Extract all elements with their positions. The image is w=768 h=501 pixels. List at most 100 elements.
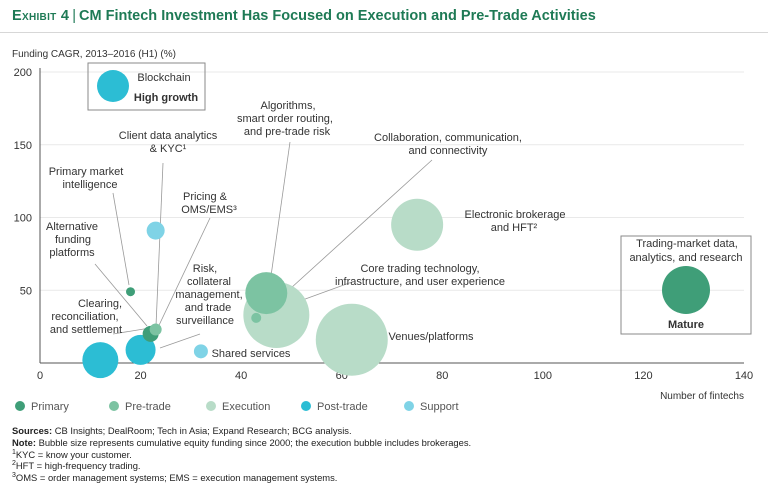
exhibit-title: Exhibit 4 | CM Fintech Investment Has Focu… — [12, 8, 596, 24]
x-tick-label-80: 80 — [436, 370, 448, 382]
annotation-1-line-1: Clearing, — [78, 298, 122, 310]
annotation-12: Electronic brokerage and HFT² — [465, 209, 566, 234]
annotation-12-line-2: and HFT² — [491, 222, 538, 234]
x-tick-label-140: 140 — [735, 370, 753, 382]
bubble-7 — [193, 344, 208, 359]
footnote-1-text: KYC = know your customer. — [15, 448, 132, 460]
annotation-2-line-1: Alternative — [46, 221, 98, 233]
annotation-3: Primary market intelligence — [49, 166, 124, 191]
blockchain-callout-box — [87, 62, 206, 111]
trading-market-data-label-line1: Trading-market data, — [636, 238, 738, 250]
annotation-2: Alternative funding platforms — [46, 221, 98, 259]
legend-swatch-3 — [206, 401, 216, 411]
x-tick-label-0: 0 — [37, 370, 43, 382]
x-tick-label-20: 20 — [134, 370, 146, 382]
y-tick-label-100: 100 — [14, 213, 32, 225]
legend: Primary Pre-trade Execution Post-trade Suppo… — [15, 401, 459, 413]
bubble-12 — [391, 198, 444, 251]
leader-alternative-funding — [94, 263, 148, 327]
trading-market-data-label-line2: analytics, and research — [629, 252, 742, 264]
bubble-annotations: Clearing, reconciliation, and settlement Al… — [46, 100, 565, 360]
annotation-9-line-1: Collaboration, communication, — [374, 132, 522, 144]
annotation-2-line-3: platforms — [49, 247, 95, 259]
title-separator: | — [72, 8, 77, 24]
bubble-5 — [146, 221, 165, 240]
annotation-3-line-2: intelligence — [62, 179, 117, 191]
annotation-9-line-2: and connectivity — [409, 145, 488, 157]
annotation-4: Client data analytics & KYC¹ — [119, 130, 218, 155]
footnote-2-text: HFT = high-frequency trading. — [15, 460, 141, 472]
blockchain-growth-label: High growth — [134, 92, 198, 104]
annotation-2-line-2: funding — [55, 234, 91, 246]
mature-label: Mature — [668, 319, 704, 331]
bubble-8 — [245, 272, 288, 315]
annotation-3-line-1: Primary market — [49, 166, 124, 178]
bubble-9 — [251, 312, 262, 323]
leader-pricing — [151, 217, 211, 341]
sources-label: Sources: — [12, 425, 53, 436]
y-axis-label: Funding CAGR, 2013–2016 (H1) (%) — [12, 49, 176, 60]
annotation-8-line-2: smart order routing, — [237, 113, 333, 125]
blockchain-label: Blockchain — [137, 72, 190, 84]
blockchain-bubble — [97, 70, 129, 102]
leader-risk — [159, 333, 201, 349]
footnote-1-mark: 1 — [12, 448, 16, 456]
bubble-11 — [315, 303, 388, 376]
leader-core-trading — [296, 281, 353, 303]
annotation-10-line-2: infrastructure, and user experience — [335, 276, 505, 288]
exhibit-number: Exhibit 4 — [12, 8, 70, 24]
annotation-6: Risk, collateral management, and trade surve… — [175, 263, 242, 327]
legend-swatch-4 — [301, 401, 311, 411]
trading-market-data-bubble — [662, 266, 710, 314]
annotation-5: Pricing & OMS/EMS³ — [181, 191, 237, 216]
footnote-3-mark: 3 — [12, 472, 16, 480]
annotation-5-line-1: Pricing & — [183, 191, 228, 203]
bubble-3 — [126, 287, 136, 297]
bubble-1 — [82, 342, 119, 379]
leader-client-data — [155, 162, 164, 327]
footnote-3: 3OMS = order management systems; EMS = e… — [12, 472, 471, 484]
annotation-1: Clearing, reconciliation, and settlement — [50, 298, 122, 336]
y-tick-label-200: 200 — [14, 67, 32, 79]
legend-label-5: Support — [420, 401, 459, 413]
trading-market-data-callout-box — [620, 235, 752, 335]
legend-swatch-5 — [404, 401, 414, 411]
annotation-8-line-3: and pre-trade risk — [244, 126, 331, 138]
annotation-7-line-1: Shared services — [212, 348, 291, 360]
annotation-6-line-4: and trade — [185, 302, 231, 314]
annotation-11: Venues/platforms — [389, 331, 474, 343]
y-tick-label-50: 50 — [20, 285, 32, 297]
legend-label-2: Pre-trade — [125, 401, 171, 413]
annotation-11-line-1: Venues/platforms — [389, 331, 474, 343]
footnote-1: 1KYC = know your customer. — [12, 449, 471, 461]
annotation-6-line-2: collateral — [187, 276, 231, 288]
footnote-2-mark: 2 — [12, 460, 16, 468]
annotation-4-line-1: Client data analytics — [119, 130, 218, 142]
leader-algorithms — [269, 141, 291, 284]
leader-clearing — [112, 327, 151, 335]
sources-line: Sources: CB Insights; DealRoom; Tech in … — [12, 425, 471, 437]
bubble-6 — [125, 334, 156, 365]
annotation-9: Collaboration, communication, and connect… — [374, 132, 522, 157]
footnote-3-text: OMS = order management systems; EMS = ex… — [15, 472, 338, 484]
x-tick-label-100: 100 — [534, 370, 552, 382]
annotation-5-line-2: OMS/EMS³ — [181, 204, 237, 216]
annotation-1-line-2: reconciliation, — [51, 311, 118, 323]
legend-label-1: Primary — [31, 401, 69, 413]
annotation-7: Shared services — [212, 348, 291, 360]
title-rule — [0, 32, 768, 33]
annotation-8-line-1: Algorithms, — [260, 100, 315, 112]
leader-primary-market — [112, 192, 130, 286]
bubble-4 — [149, 323, 162, 336]
annotation-10-line-1: Core trading technology, — [360, 263, 479, 275]
annotation-12-line-1: Electronic brokerage — [465, 209, 566, 221]
exhibit-heading: CM Fintech Investment Has Focused on Exe… — [79, 8, 596, 24]
legend-swatch-1 — [15, 401, 25, 411]
sources-text: CB Insights; DealRoom; Tech in Asia; Exp… — [54, 425, 352, 436]
annotation-6-line-1: Risk, — [193, 263, 217, 275]
legend-label-3: Execution — [222, 401, 270, 413]
annotation-6-line-5: surveillance — [176, 315, 234, 327]
annotation-6-line-3: management, — [175, 289, 242, 301]
x-tick-label-120: 120 — [634, 370, 652, 382]
